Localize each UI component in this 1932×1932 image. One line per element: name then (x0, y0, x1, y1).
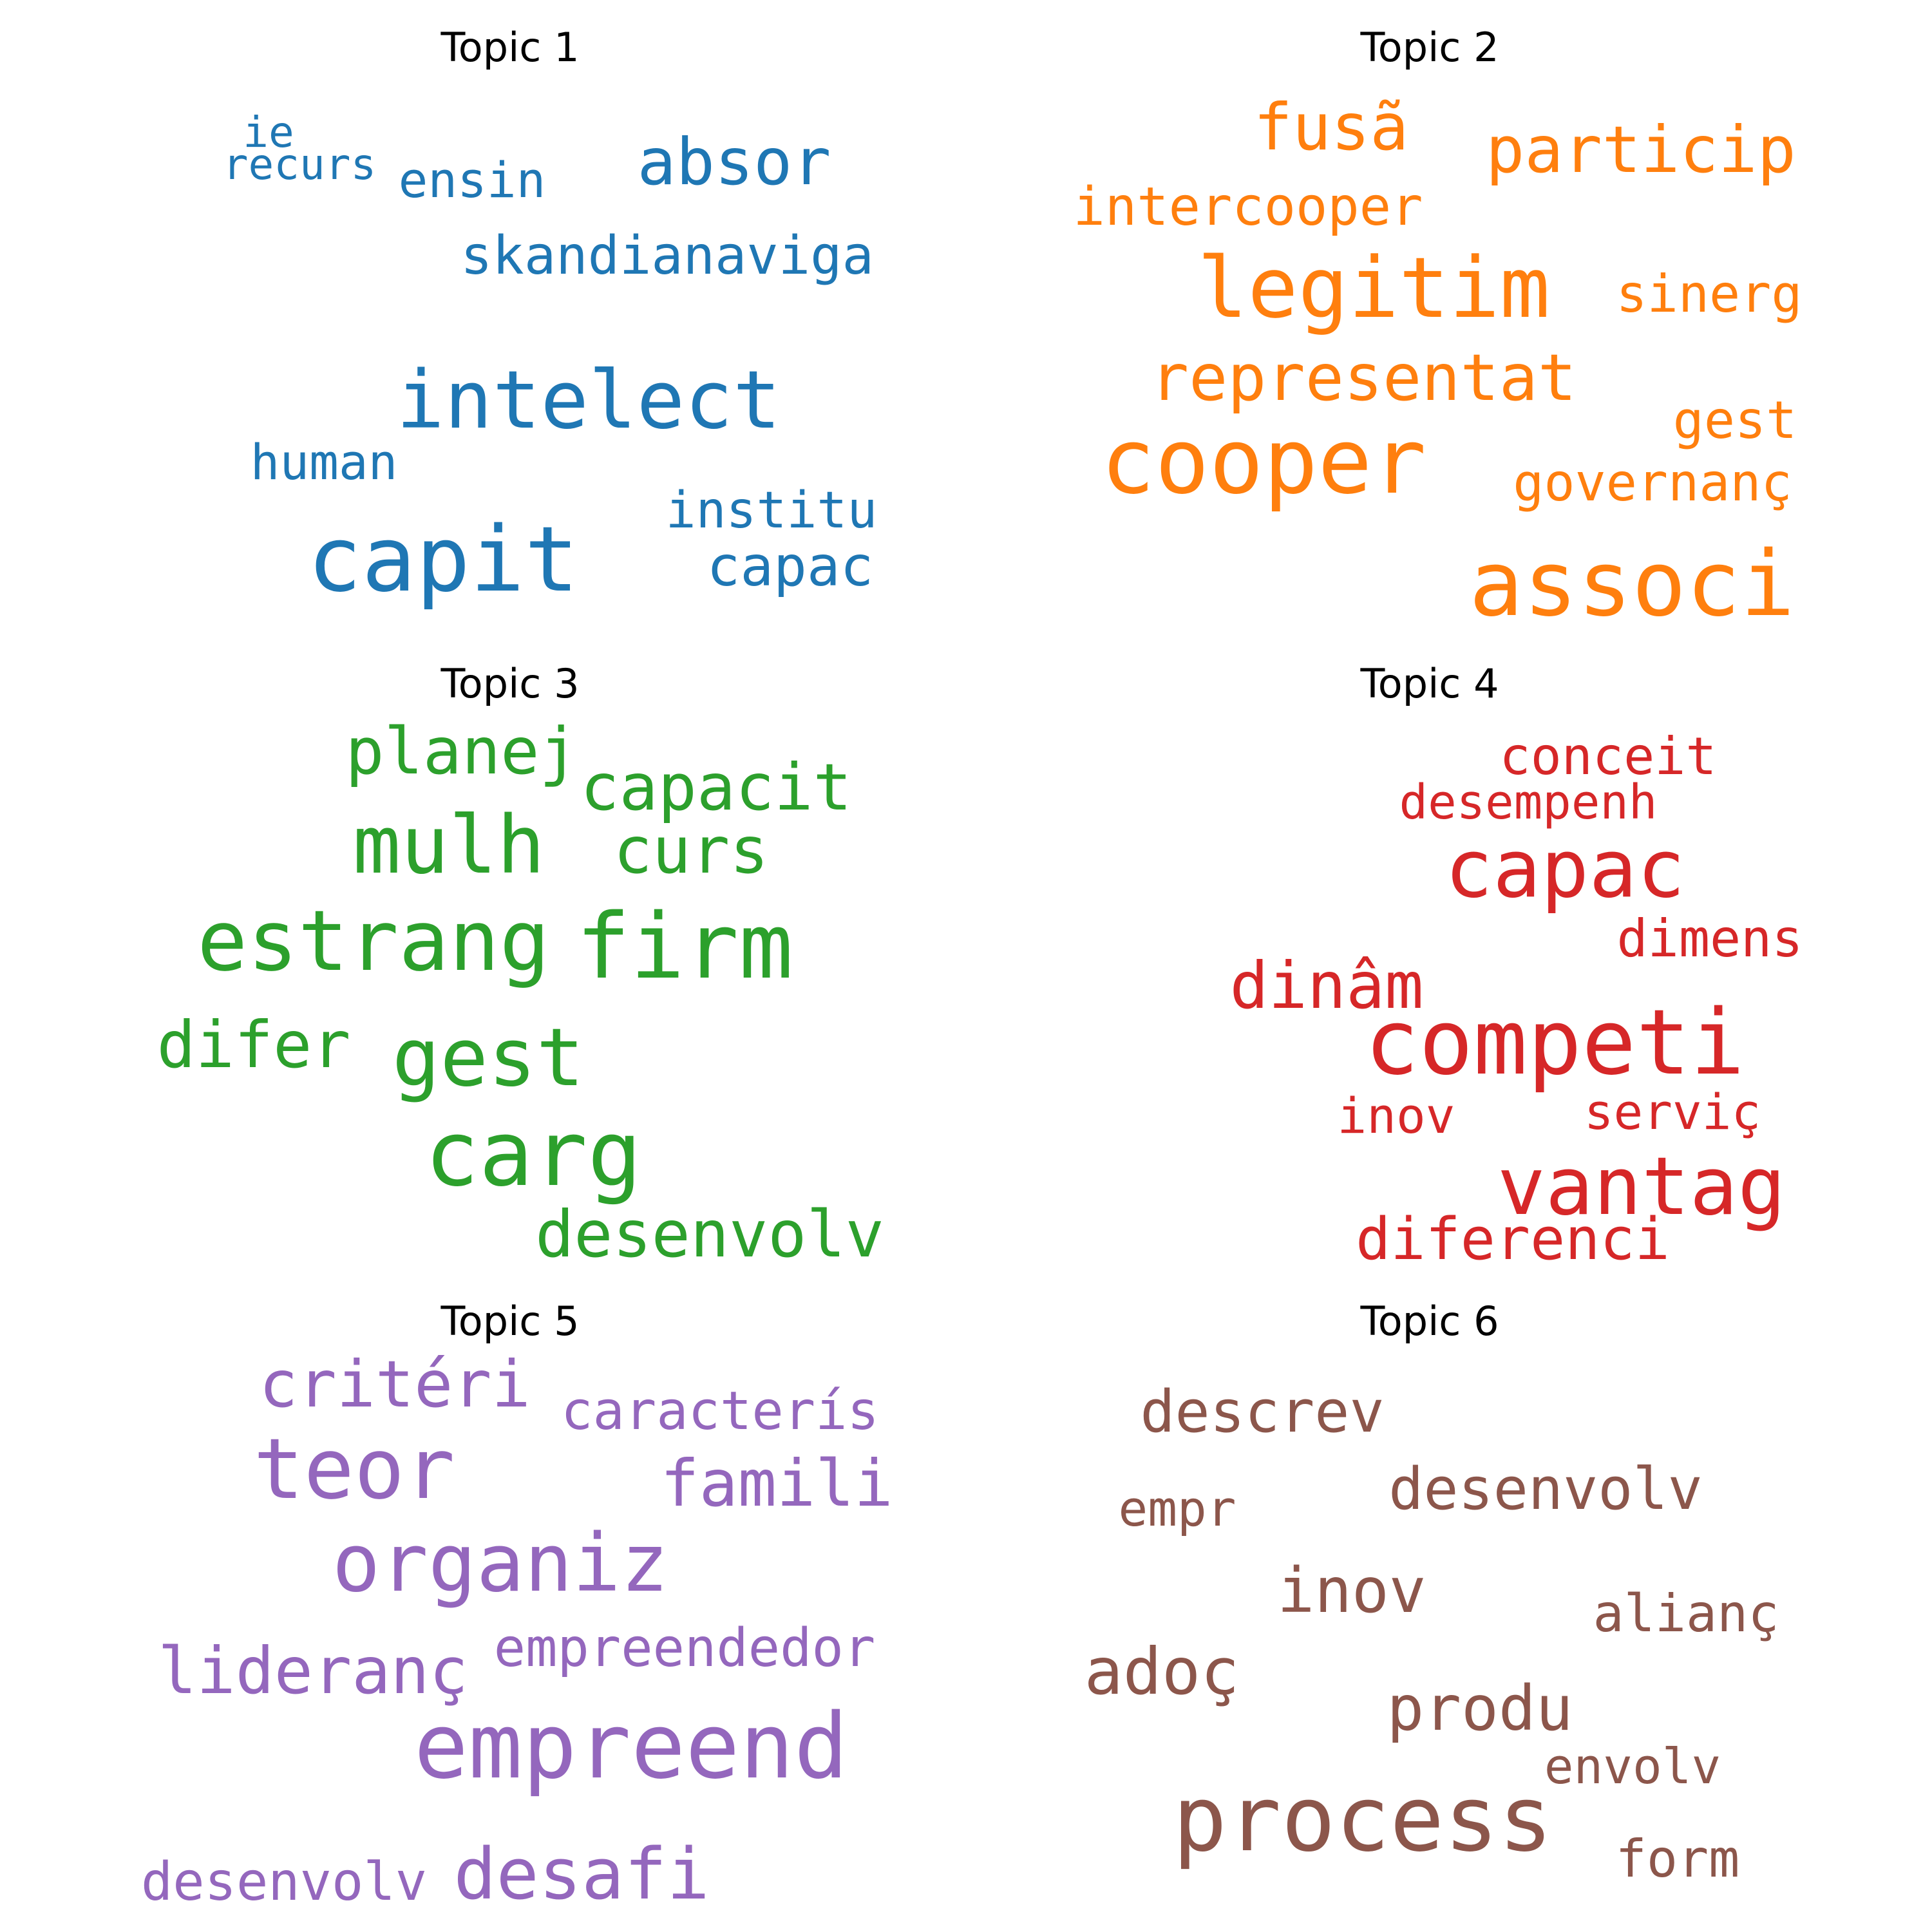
topic-4-word: dinâm (1229, 948, 1424, 1023)
topic-5-word: lideranç (158, 1633, 468, 1709)
topic-4-word: conceit (1499, 726, 1717, 786)
topic-1-word: human (250, 433, 398, 491)
topic-4-word: capac (1444, 823, 1685, 916)
topic-3-word: capacit (580, 750, 852, 825)
topic-5-word: caracterís (561, 1381, 879, 1442)
topic-1-title: Topic 1 (440, 24, 580, 71)
topic-5-word: famili (660, 1446, 893, 1521)
topic-1-word: capac (706, 535, 874, 599)
topic-4-word: inov (1337, 1087, 1455, 1144)
topic-1-word: intelect (396, 354, 781, 447)
topic-1-word: institu (665, 482, 878, 540)
topic-4-word: dimens (1616, 909, 1803, 969)
topic-2-word: sinerg (1616, 264, 1803, 324)
topic-3-word: desenvolv (535, 1197, 884, 1272)
topic-6-word: form (1615, 1829, 1740, 1889)
topic-6-word: envolv (1544, 1738, 1721, 1795)
topic-1-word: ensin (398, 151, 546, 209)
topic-3-word: carg (424, 1102, 642, 1207)
topic-2-word: legitim (1197, 239, 1550, 337)
topic-4-word: vantag (1497, 1141, 1786, 1233)
topic-2-word: cooper (1101, 410, 1426, 515)
topic-6-word: desenvolv (1388, 1455, 1703, 1523)
topic-2-word: intercooper (1073, 176, 1423, 238)
topic-1-word: ie (243, 108, 294, 157)
topic-2-word: associ (1469, 532, 1795, 637)
topic-6-word: adoç (1084, 1634, 1240, 1709)
topic-3-word: curs (613, 813, 769, 888)
topic-2-word: gest (1672, 390, 1797, 450)
topic-4-word: desempenh (1399, 775, 1658, 830)
topic-3-word: difer (156, 1007, 351, 1083)
topic-3-word: gest (392, 1012, 585, 1104)
topic-6-word: descrev (1140, 1378, 1385, 1446)
topic-6-word: empr (1118, 1480, 1236, 1537)
topic-1-word: capit (307, 507, 579, 612)
topic-6-word: inov (1277, 1555, 1426, 1627)
topic-6-word: alianç (1593, 1584, 1779, 1643)
topic-4-word: diferenci (1356, 1206, 1670, 1273)
topic-2-word: representat (1150, 340, 1577, 415)
topic-6-word: process (1172, 1767, 1553, 1872)
topic-1-word: skandianaviga (460, 225, 874, 287)
topic-2-word: particip (1486, 112, 1796, 187)
topic-2-word: governanç (1513, 453, 1792, 513)
topic-4-word: competi (1364, 990, 1745, 1095)
topic-5-word: desafi (453, 1833, 710, 1915)
topic-6-word: produ (1387, 1672, 1573, 1745)
topic-5-word: empreendedor (493, 1618, 876, 1679)
topic-3-word: planej (345, 714, 578, 789)
topic-5-word: empreend (413, 1694, 849, 1799)
topic-1-word: recurs (222, 140, 377, 189)
topic-5-word: desenvolv (140, 1852, 428, 1913)
topic-5-title: Topic 5 (440, 1298, 580, 1345)
topic-5-word: critéri (259, 1347, 531, 1422)
topic-6-title: Topic 6 (1360, 1298, 1499, 1345)
topic-2-title: Topic 2 (1360, 24, 1499, 71)
topic-4-title: Topic 4 (1360, 660, 1499, 707)
topic-3-word: firm (576, 895, 793, 999)
topic-4-word: serviç (1584, 1083, 1761, 1141)
topic-3-title: Topic 3 (440, 660, 580, 707)
topic-3-word: mulh (352, 799, 545, 892)
topic-5-word: teor (253, 1420, 455, 1518)
topic-1-word: absor (637, 124, 831, 200)
topic-3-word: estrang (197, 892, 550, 990)
topic-5-word: organiz (332, 1517, 669, 1610)
topic-2-word: fusã (1253, 90, 1409, 165)
